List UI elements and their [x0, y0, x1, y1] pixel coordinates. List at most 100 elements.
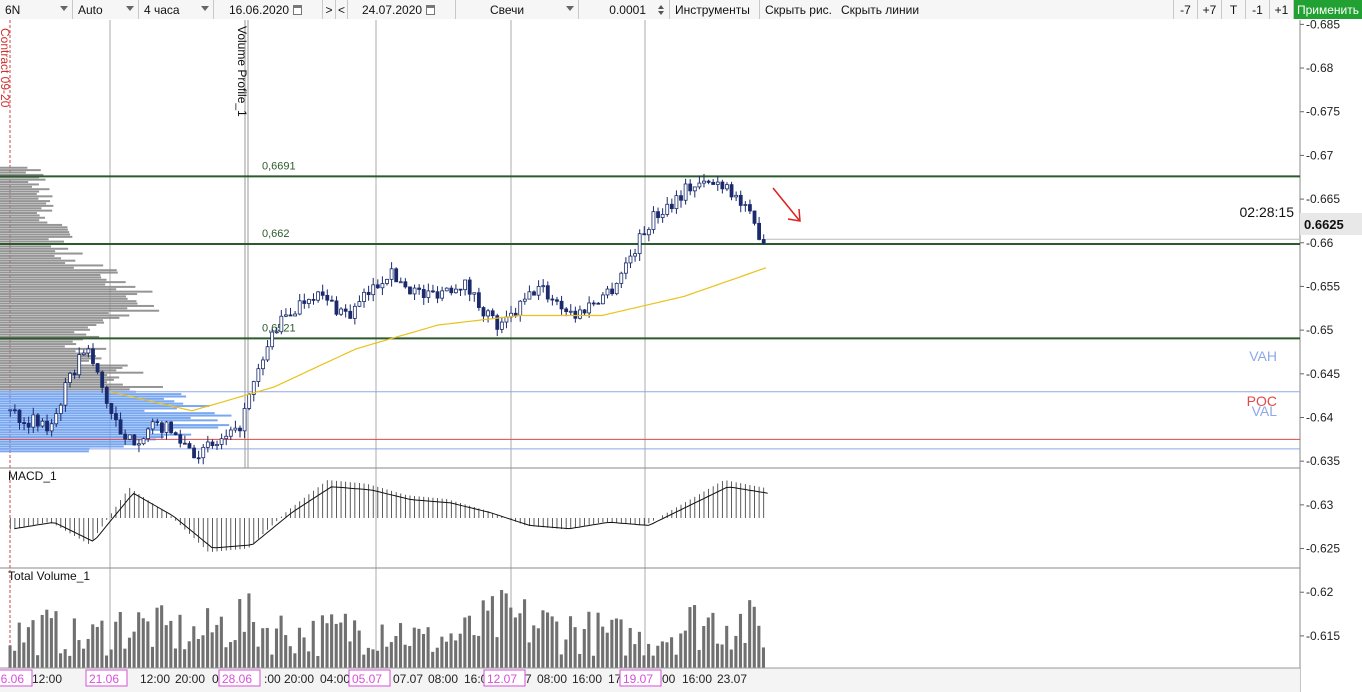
candle-body	[261, 359, 265, 370]
shift-minus1-button[interactable]: -1	[1246, 0, 1270, 19]
date-to-value: 24.07.2020	[362, 2, 423, 17]
time-label: 07.07	[393, 672, 423, 686]
candle-body	[307, 299, 311, 304]
volume-bar	[357, 630, 361, 668]
candle-body	[196, 457, 201, 460]
grid	[0, 20, 1301, 692]
candle-body	[536, 286, 541, 296]
date-from-value: 16.06.2020	[229, 2, 290, 17]
candle-body	[623, 262, 628, 274]
candle-body	[284, 314, 288, 317]
hide-lines-button[interactable]: Скрыть линии	[836, 0, 1174, 19]
volume-bar	[398, 623, 403, 668]
profile-bar	[0, 309, 160, 312]
price-chart[interactable]: 0,6691 0,662 0,6521 -0.685 -0.68 -0.675 -0.67…	[0, 20, 1362, 692]
volume-bar	[22, 642, 26, 668]
candle-body	[555, 299, 559, 302]
forecast-arrow-icon[interactable]	[772, 187, 801, 222]
volume-bar	[591, 655, 596, 668]
candle-body	[86, 348, 91, 354]
profile-bar	[0, 183, 39, 186]
candle-body	[692, 186, 697, 192]
price-tick-label: -0.655	[1306, 279, 1340, 293]
profile-bar	[0, 385, 163, 388]
tick-size-stepper[interactable]	[652, 0, 670, 19]
volume-bar	[394, 636, 398, 668]
candle-body	[316, 291, 320, 301]
chart-type-select[interactable]: Свечи	[456, 0, 579, 19]
volume-bar	[536, 628, 540, 668]
price-tick-label: -0.64	[1306, 410, 1334, 424]
symbol-select[interactable]: 6N	[0, 0, 73, 19]
candle-body	[68, 372, 72, 383]
candle-body	[210, 441, 215, 447]
date-highlight	[85, 669, 128, 687]
candle-body	[169, 421, 173, 434]
time-label: 16.06	[0, 672, 24, 686]
prev-period-button[interactable]: <	[336, 0, 348, 19]
candle-body	[233, 427, 238, 431]
today-button[interactable]: T	[1222, 0, 1246, 19]
hide-drawings-button[interactable]: Скрыть рис.	[760, 0, 836, 19]
candle-body	[329, 299, 334, 302]
candle-body	[568, 310, 573, 313]
candle-body	[274, 331, 279, 334]
profile-bar	[0, 235, 73, 238]
volume-bar	[513, 617, 517, 668]
volume-bar	[224, 647, 228, 668]
profile-bar	[0, 264, 104, 267]
calendar-icon[interactable]	[293, 4, 303, 15]
volume-bar	[132, 631, 136, 668]
candle-body	[394, 268, 399, 283]
profile-bar	[0, 409, 145, 412]
volume-bar	[578, 653, 582, 668]
volume-bar	[173, 648, 177, 668]
volume-bar	[210, 632, 214, 668]
apply-button[interactable]: Применить	[1294, 0, 1362, 19]
volume-bar	[141, 618, 145, 668]
val-label: VAL	[1252, 403, 1278, 419]
shift-minus7-button[interactable]: -7	[1174, 0, 1198, 19]
volume-bar	[458, 633, 462, 668]
volume-bar	[711, 612, 715, 668]
instruments-button[interactable]: Инструменты	[670, 0, 760, 19]
profile-bar	[0, 431, 152, 434]
date-from-field[interactable]: 16.06.2020	[214, 0, 323, 19]
chart-toolbar: 6N Auto 4 часа 16.06.2020 > < 24.07.2020…	[0, 0, 1362, 19]
next-period-button[interactable]: >	[323, 0, 336, 19]
tick-size-field[interactable]: 0.0001	[579, 0, 652, 19]
shift-plus7-button[interactable]: +7	[1198, 0, 1222, 19]
volume-bar	[412, 627, 416, 668]
volume-bar	[242, 631, 246, 668]
candle-body	[669, 203, 674, 210]
profile-bar	[0, 333, 87, 336]
volume-bar	[568, 616, 573, 668]
volume-bar	[738, 613, 743, 668]
candle-body	[458, 288, 463, 291]
candle-body	[490, 310, 495, 317]
timeframe-select[interactable]: 4 часа	[139, 0, 214, 19]
profile-bar	[0, 321, 105, 324]
volume-bar	[692, 605, 697, 668]
shift-plus1-button[interactable]: +1	[1270, 0, 1294, 19]
calendar-icon[interactable]	[426, 4, 436, 15]
scale-select[interactable]: Auto	[73, 0, 139, 19]
date-to-field[interactable]: 24.07.2020	[348, 0, 456, 19]
volume-bar	[467, 615, 471, 668]
candle-body	[435, 291, 440, 299]
volume-bar	[261, 628, 265, 668]
candle-body	[178, 434, 183, 444]
candle-body	[398, 281, 403, 284]
volume-bar	[229, 642, 233, 668]
volume-bar	[348, 641, 352, 668]
candle-body	[674, 195, 679, 210]
profile-bar	[0, 307, 128, 310]
volume-bar	[72, 618, 76, 668]
profile-bar	[0, 352, 90, 355]
volume-bar	[706, 617, 710, 668]
time-label: 05.07	[352, 672, 382, 686]
profile-bar	[0, 312, 109, 315]
profile-bar	[0, 238, 49, 241]
volume-bar	[13, 650, 17, 668]
volume-bar	[17, 622, 21, 668]
